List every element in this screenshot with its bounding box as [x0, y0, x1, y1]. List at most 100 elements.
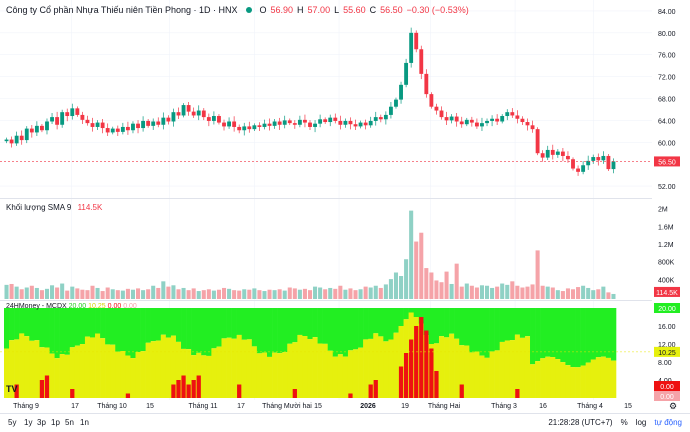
- candle-body: [232, 121, 237, 127]
- mcdx-green-bar: [484, 308, 490, 358]
- clock[interactable]: 21:28:28 (UTC+7): [548, 418, 613, 427]
- volume-bar: [576, 287, 581, 299]
- mcdx-legend[interactable]: 24HMoney - MCDX 20.00 10.25 0.00 0.00: [6, 303, 137, 310]
- volume-bar: [39, 290, 44, 299]
- sma-label: SMA 9: [47, 203, 72, 212]
- volume-bar: [292, 288, 297, 299]
- candle-body: [439, 110, 444, 118]
- mcdx-yellow-bar: [256, 353, 263, 398]
- mcdx-green-bar: [580, 308, 586, 366]
- timeframe-3p[interactable]: 3p: [37, 418, 46, 427]
- volume-bar: [550, 287, 555, 299]
- mcdx-yellow-bar: [388, 339, 394, 398]
- timeframe-5n[interactable]: 5n: [65, 418, 74, 427]
- volume-bars: [4, 210, 616, 299]
- volume-bar: [479, 285, 484, 299]
- axis-label: 1.2M: [658, 242, 674, 249]
- price-badge: [654, 303, 680, 313]
- axis-label-badge: 56.50: [658, 159, 676, 166]
- candle-body: [125, 126, 130, 131]
- volume-bar: [348, 288, 353, 299]
- volume-bar: [166, 286, 171, 299]
- timeframe-1n[interactable]: 1n: [80, 418, 89, 427]
- mcdx-yellow-bar: [267, 356, 273, 398]
- mcdx-red-bar: [403, 353, 409, 398]
- pane-separator[interactable]: [0, 198, 652, 199]
- mcdx-yellow-bar: [95, 333, 101, 398]
- mcdx-green-bar: [383, 308, 389, 342]
- volume-bar: [221, 287, 227, 299]
- mcdx-green-bar: [312, 308, 318, 338]
- mcdx-yellow-bar: [398, 326, 404, 398]
- mcdx-yellow-bar: [79, 344, 86, 398]
- candle-body: [490, 118, 495, 121]
- symbol-title[interactable]: Công ty Cổ phần Nhựa Thiếu niên Tiền Pho…: [6, 5, 238, 15]
- timeframe-1p[interactable]: 1p: [51, 418, 60, 427]
- pane-separator[interactable]: [0, 300, 652, 301]
- mcdx-green-bar: [236, 308, 243, 335]
- volume-bar: [196, 291, 201, 299]
- time-axis-label: Tháng 10: [97, 403, 127, 410]
- mcdx-yellow-bar: [186, 349, 192, 398]
- volume-bar: [277, 289, 282, 299]
- mcdx-green-bar: [459, 308, 465, 346]
- candle-body: [282, 120, 287, 125]
- mcdx-red-bar: [14, 384, 19, 398]
- volume-bar: [596, 289, 601, 299]
- mcdx-yellow-bar: [575, 367, 581, 398]
- mcdx-green-bar: [560, 308, 566, 363]
- close-label: C: [369, 5, 377, 15]
- volume-bar: [90, 285, 95, 299]
- mcdx-yellow-bar: [241, 339, 248, 398]
- gear-icon[interactable]: ⚙: [669, 401, 678, 411]
- mcdx-yellow-bar: [342, 356, 349, 398]
- volume-bar: [14, 286, 19, 299]
- time-axis: Tháng 9 17 Tháng 10 15 Tháng 11 17 Tháng Mười …: [13, 403, 632, 410]
- mcdx-green-bar: [565, 308, 571, 366]
- mcdx-green-bar: [393, 308, 399, 333]
- mcdx-green-bar: [474, 308, 480, 352]
- candle-body: [308, 122, 312, 127]
- mcdx-red-bar: [196, 375, 201, 398]
- mcdx-green-bar: [287, 308, 293, 344]
- log-toggle[interactable]: log: [635, 418, 647, 427]
- mcdx-yellow-bar: [519, 337, 526, 398]
- volume-bar: [565, 288, 570, 299]
- mcdx-yellow-bar: [231, 338, 237, 398]
- mcdx-red-bar: [176, 380, 181, 398]
- volume-bar: [55, 287, 60, 299]
- mcdx-yellow-bar: [130, 358, 136, 398]
- mcdx-green-bar: [19, 308, 25, 334]
- mcdx-green-bar: [34, 308, 40, 341]
- volume-bar: [343, 289, 348, 299]
- candle-body: [272, 121, 277, 126]
- mcdx-indicator: [4, 308, 617, 398]
- mcdx-green-bar: [418, 308, 425, 324]
- volume-bar: [449, 283, 454, 299]
- mcdx-green-bar: [337, 308, 344, 355]
- time-axis-label: 19: [401, 403, 409, 410]
- volume-legend[interactable]: Khối lượng SMA 9 114.5K: [6, 203, 102, 212]
- mcdx-green-bar: [530, 308, 536, 365]
- volume-bar: [570, 289, 576, 299]
- mcdx-yellow-bar: [44, 347, 50, 398]
- mcdx-yellow-bar: [9, 340, 15, 398]
- mcdx-red-bar: [515, 389, 520, 398]
- tradingview-logo[interactable]: TV: [6, 384, 18, 394]
- volume-bar: [525, 286, 530, 299]
- volume-bar: [540, 285, 545, 299]
- mcdx-green-bar: [292, 308, 298, 343]
- timeframe-5y[interactable]: 5y: [8, 418, 17, 427]
- percent-toggle[interactable]: %: [620, 418, 628, 427]
- mcdx-yellow-bar: [287, 343, 293, 398]
- candle-body: [70, 108, 75, 117]
- volume-bar: [586, 287, 591, 299]
- mcdx-yellow-bar: [545, 356, 551, 398]
- candle-body: [545, 149, 550, 158]
- mcdx-green-bar: [550, 308, 556, 358]
- mcdx-red-bar: [292, 389, 297, 398]
- timeframe-1y[interactable]: 1y: [24, 418, 33, 427]
- mcdx-green-bar: [438, 308, 445, 337]
- auto-scale-toggle[interactable]: tự động: [654, 418, 682, 427]
